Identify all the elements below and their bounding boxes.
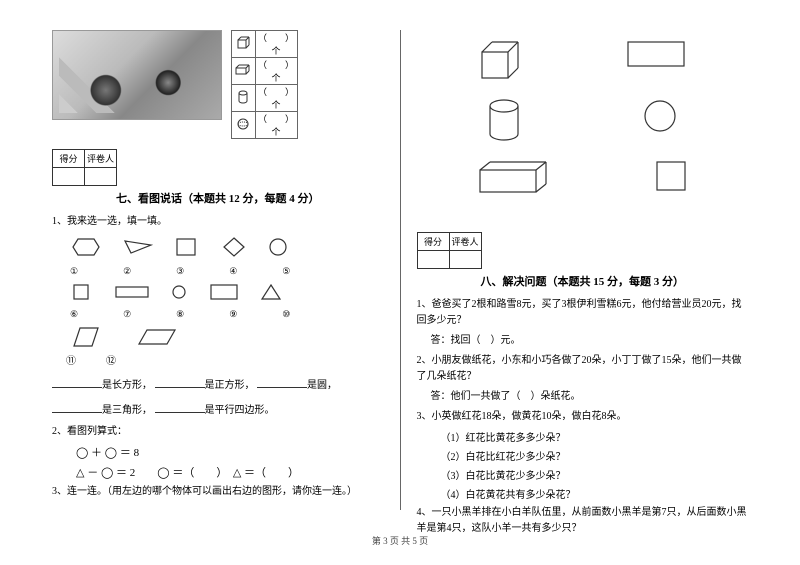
q2-text: 2、看图列算式： bbox=[52, 424, 384, 440]
table-row: （ ）个 bbox=[231, 58, 297, 85]
cube-icon bbox=[231, 31, 255, 58]
count-cell: （ ）个 bbox=[255, 31, 297, 58]
circle-icon bbox=[171, 284, 187, 300]
score-cell bbox=[417, 251, 449, 269]
blank bbox=[52, 378, 102, 388]
shape-pair-row bbox=[427, 40, 739, 80]
table-row: （ ）个 bbox=[231, 85, 297, 112]
q1-text: 1、我来选一选，填一填。 bbox=[52, 214, 384, 230]
score-label: 得分 bbox=[417, 233, 449, 251]
sphere-icon bbox=[231, 112, 255, 139]
score-box: 得分 评卷人 bbox=[52, 149, 117, 186]
right-column: 得分 评卷人 八、解决问题（本题共 15 分，每题 3 分） 1、爸爸买了2根和… bbox=[405, 30, 761, 510]
fill-blank-line-2: 是三角形， 是平行四边形。 bbox=[52, 401, 384, 420]
column-divider bbox=[400, 30, 401, 510]
shapes-count-block: （ ）个 （ ）个 （ ）个 bbox=[52, 30, 384, 139]
q8-3-1: （1）红花比黄花多多少朵？ bbox=[441, 429, 749, 444]
grader-label: 评卷人 bbox=[449, 233, 481, 251]
shape-pair-row bbox=[427, 98, 739, 142]
fill-text: 是平行四边形。 bbox=[205, 405, 275, 416]
square-icon bbox=[175, 237, 199, 257]
shape-count-table: （ ）个 （ ）个 （ ）个 bbox=[231, 30, 298, 139]
square-icon bbox=[655, 160, 687, 192]
circle-icon bbox=[642, 98, 678, 134]
score-box: 得分 评卷人 bbox=[417, 232, 482, 269]
count-cell: （ ）个 bbox=[255, 112, 297, 139]
worksheet-page: （ ）个 （ ）个 （ ）个 bbox=[0, 0, 800, 530]
shape-row-3 bbox=[52, 326, 384, 348]
score-cell bbox=[53, 168, 85, 186]
grader-label: 评卷人 bbox=[85, 150, 117, 168]
fill-blank-line-1: 是长方形， 是正方形， 是圆， bbox=[52, 376, 384, 395]
row1-labels: ① ② ③ ④ ⑤ bbox=[52, 264, 384, 277]
q8-3: 3、小英做红花18朵，做黄花10朵，做白花8朵。 bbox=[417, 409, 749, 425]
q8-3-4: （4）白花黄花共有多少朵花？ bbox=[441, 486, 749, 501]
grader-cell bbox=[449, 251, 481, 269]
triangle-icon bbox=[123, 239, 153, 255]
solid-shapes-image bbox=[52, 30, 222, 120]
blank bbox=[155, 403, 205, 413]
q8-4: 4、一只小黑羊排在小白羊队伍里，从前面数小黑羊是第7只，从后面数小黑羊是第4只，… bbox=[417, 505, 749, 537]
cuboid-icon bbox=[478, 160, 552, 194]
blank bbox=[155, 378, 205, 388]
shape-row-1 bbox=[52, 236, 384, 258]
parallelogram-icon bbox=[137, 328, 177, 346]
cylinder-icon bbox=[486, 98, 522, 142]
row2-labels: ⑥ ⑦ ⑧ ⑨ ⑩ bbox=[52, 307, 384, 320]
diamond-icon bbox=[222, 236, 246, 258]
equation-1: ◯ ＋ ◯ ＝ 8 bbox=[76, 444, 384, 460]
left-column: （ ）个 （ ）个 （ ）个 bbox=[40, 30, 396, 510]
grader-cell bbox=[85, 168, 117, 186]
square-icon bbox=[72, 283, 92, 301]
blank bbox=[257, 378, 307, 388]
fill-text: 是正方形， bbox=[205, 380, 255, 391]
rectangle-icon bbox=[210, 284, 238, 300]
circle-icon bbox=[268, 237, 288, 257]
q8-1: 1、爸爸买了2根和路雪8元，买了3根伊利雪糕6元，他付给营业员20元，找回多少元… bbox=[417, 297, 749, 329]
q8-3-3: （3）白花比黄花少多少朵？ bbox=[441, 467, 749, 482]
a8-1: 答：找回（ ）元。 bbox=[417, 333, 749, 349]
fill-text: 是三角形， bbox=[102, 405, 152, 416]
cylinder-icon bbox=[231, 85, 255, 112]
table-row: （ ）个 bbox=[231, 112, 297, 139]
hexagon-icon bbox=[72, 237, 100, 257]
blank bbox=[52, 403, 102, 413]
score-label: 得分 bbox=[53, 150, 85, 168]
q3-text: 3、连一连。（用左边的哪个物体可以画出右边的图形，请你连一连。） bbox=[52, 484, 384, 500]
fill-text: 是长方形， bbox=[102, 380, 152, 391]
section-8-title: 八、解决问题（本题共 15 分，每题 3 分） bbox=[417, 273, 749, 289]
q8-3-2: （2）白花比红花少多少朵？ bbox=[441, 448, 749, 463]
cube-icon bbox=[478, 40, 522, 80]
a8-2: 答：他们一共做了（ ）朵纸花。 bbox=[417, 389, 749, 405]
count-cell: （ ）个 bbox=[255, 85, 297, 112]
right-shapes-block bbox=[417, 40, 749, 222]
rectangle-icon bbox=[626, 40, 686, 70]
shape-pair-row bbox=[427, 160, 739, 194]
section-7-title: 七、看图说话（本题共 12 分，每题 4 分） bbox=[52, 190, 384, 206]
shape-row-2 bbox=[52, 283, 384, 301]
rectangle-icon bbox=[115, 286, 149, 298]
q8-2: 2、小朋友做纸花，小东和小巧各做了20朵，小丁丁做了15朵，他们一共做了几朵纸花… bbox=[417, 353, 749, 385]
equation-2: △ － ◯ ＝ 2 ◯ ＝（ ） △ ＝（ ） bbox=[76, 464, 384, 480]
row3-labels: ⑪ ⑫ bbox=[52, 354, 384, 370]
parallelogram-icon bbox=[72, 326, 100, 348]
count-cell: （ ）个 bbox=[255, 58, 297, 85]
fill-text: 是圆， bbox=[307, 380, 337, 391]
triangle-icon bbox=[260, 283, 282, 301]
table-row: （ ）个 bbox=[231, 31, 297, 58]
cuboid-icon bbox=[231, 58, 255, 85]
